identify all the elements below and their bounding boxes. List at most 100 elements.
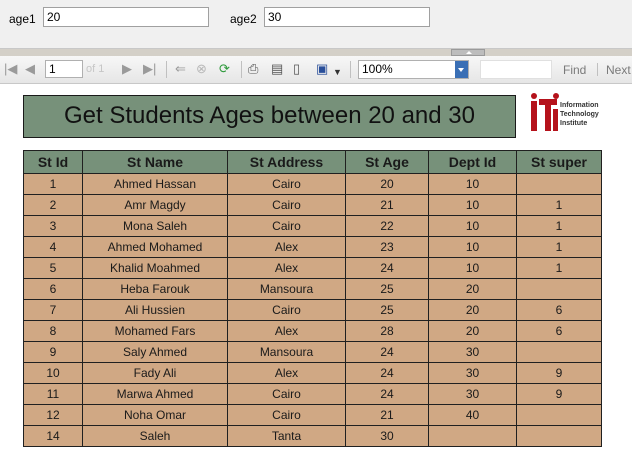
table-cell: Alex xyxy=(227,257,346,279)
table-cell: 8 xyxy=(23,320,83,342)
column-header: St Age xyxy=(345,150,429,174)
table-cell: 9 xyxy=(516,383,602,405)
table-row: 12 Noha Omar Cairo 21 40 xyxy=(23,404,602,426)
print-icon[interactable]: ⎙ xyxy=(248,61,259,76)
table-cell: Ahmed Mohamed xyxy=(82,236,228,258)
table-cell: 1 xyxy=(23,173,83,195)
age2-input[interactable] xyxy=(264,7,430,27)
table-cell: 4 xyxy=(23,236,83,258)
page-setup-icon[interactable]: ▯ xyxy=(293,61,301,76)
next-page-icon[interactable]: ▶ xyxy=(122,61,132,76)
table-cell: 9 xyxy=(516,362,602,384)
column-header: St super xyxy=(516,150,602,174)
students-table: St Id St Name St Address St Age Dept Id … xyxy=(23,150,602,447)
table-cell xyxy=(516,404,602,426)
table-cell: 20 xyxy=(345,173,429,195)
table-cell: Alex xyxy=(227,236,346,258)
table-cell xyxy=(516,173,602,195)
table-cell: Heba Farouk xyxy=(82,278,228,300)
column-header: Dept Id xyxy=(428,150,517,174)
table-cell: 1 xyxy=(516,194,602,216)
table-cell: 40 xyxy=(428,404,517,426)
table-cell: 1 xyxy=(516,236,602,258)
table-cell: 25 xyxy=(345,278,429,300)
table-row: 1 Ahmed Hassan Cairo 20 10 xyxy=(23,173,602,195)
table-cell: 9 xyxy=(23,341,83,363)
table-cell xyxy=(516,278,602,300)
age2-label: age2 xyxy=(230,12,257,26)
table-cell: Mona Saleh xyxy=(82,215,228,237)
parameter-panel: age1 age2 xyxy=(0,0,632,48)
age1-label: age1 xyxy=(9,12,36,26)
previous-page-icon[interactable]: ◀ xyxy=(25,61,35,76)
zoom-dropdown-icon[interactable] xyxy=(455,61,468,78)
refresh-icon[interactable]: ⟳ xyxy=(219,61,230,76)
age1-input[interactable] xyxy=(43,7,209,27)
table-cell: 1 xyxy=(516,215,602,237)
print-layout-icon[interactable]: ▤ xyxy=(271,61,284,76)
table-cell: 6 xyxy=(516,299,602,321)
column-header: St Name xyxy=(82,150,228,174)
export-icon[interactable]: ▣ xyxy=(316,61,329,76)
table-cell: Noha Omar xyxy=(82,404,228,426)
table-cell: Marwa Ahmed xyxy=(82,383,228,405)
table-cell: 30 xyxy=(345,425,429,447)
table-cell: 21 xyxy=(345,404,429,426)
table-cell: Cairo xyxy=(227,194,346,216)
back-icon[interactable]: ⇐ xyxy=(175,61,186,76)
table-cell: 3 xyxy=(23,215,83,237)
table-cell: Khalid Moahmed xyxy=(82,257,228,279)
report-toolbar: |◀ ◀ 1 of 1 ▶ ▶| ⇐ ⊗ ⟳ ⎙ ▤ ▯ ▣ ▼ 100% Fi… xyxy=(0,56,632,84)
find-input[interactable] xyxy=(480,60,552,79)
table-row: 6 Heba Farouk Mansoura 25 20 xyxy=(23,278,602,300)
page-number-input[interactable]: 1 xyxy=(45,60,83,78)
export-dropdown-icon[interactable]: ▼ xyxy=(333,67,342,77)
table-cell: Cairo xyxy=(227,383,346,405)
table-cell: 12 xyxy=(23,404,83,426)
table-cell: Cairo xyxy=(227,299,346,321)
zoom-value: 100% xyxy=(362,62,393,76)
page-count-label: of 1 xyxy=(86,63,105,75)
first-page-icon[interactable]: |◀ xyxy=(4,61,18,76)
table-row: 3 Mona Saleh Cairo 22 10 1 xyxy=(23,215,602,237)
table-cell: Alex xyxy=(227,362,346,384)
report-title: Get Students Ages between 20 and 30 xyxy=(23,95,516,138)
table-cell: Ahmed Hassan xyxy=(82,173,228,195)
table-cell: 20 xyxy=(428,299,517,321)
table-cell: 24 xyxy=(345,362,429,384)
table-cell: 21 xyxy=(345,194,429,216)
toolbar-separator xyxy=(166,61,167,78)
table-row: 9 Saly Ahmed Mansoura 24 30 xyxy=(23,341,602,363)
table-cell: 1 xyxy=(516,257,602,279)
toolbar-separator xyxy=(241,61,242,78)
table-cell: Amr Magdy xyxy=(82,194,228,216)
table-cell: 6 xyxy=(23,278,83,300)
table-cell: 2 xyxy=(23,194,83,216)
table-cell: Cairo xyxy=(227,173,346,195)
table-cell: 20 xyxy=(428,278,517,300)
column-header: St Address xyxy=(227,150,346,174)
column-header: St Id xyxy=(23,150,83,174)
next-link[interactable]: Next xyxy=(606,63,631,77)
find-link[interactable]: Find xyxy=(563,63,587,77)
collapse-parameters-button[interactable] xyxy=(451,49,485,56)
table-cell xyxy=(428,425,517,447)
last-page-icon[interactable]: ▶| xyxy=(143,61,157,76)
table-cell: 24 xyxy=(345,383,429,405)
table-cell: 30 xyxy=(428,362,517,384)
table-row: 7 Ali Hussien Cairo 25 20 6 xyxy=(23,299,602,321)
table-cell: 24 xyxy=(345,341,429,363)
table-cell: 20 xyxy=(428,320,517,342)
toolbar-separator xyxy=(350,61,351,78)
table-cell: 25 xyxy=(345,299,429,321)
table-cell xyxy=(516,425,602,447)
table-row: 14 Saleh Tanta 30 xyxy=(23,425,602,447)
table-cell: Saly Ahmed xyxy=(82,341,228,363)
table-cell: Cairo xyxy=(227,404,346,426)
table-cell: Mansoura xyxy=(227,278,346,300)
stop-icon[interactable]: ⊗ xyxy=(196,61,207,76)
zoom-select[interactable]: 100% xyxy=(358,60,469,79)
table-cell: 30 xyxy=(428,383,517,405)
table-cell: 10 xyxy=(428,257,517,279)
table-cell: Cairo xyxy=(227,215,346,237)
